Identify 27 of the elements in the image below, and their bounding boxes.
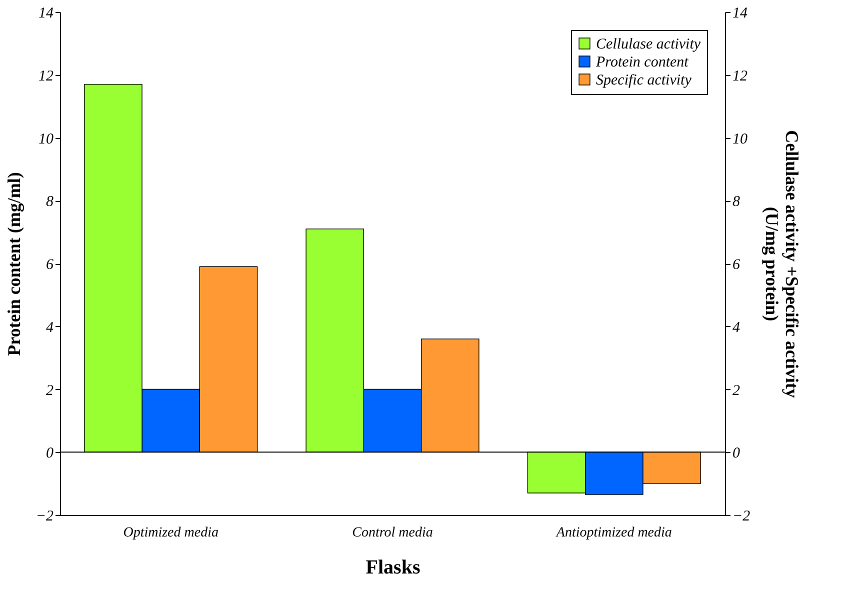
y-axis-title: Protein content (mg/ml) bbox=[4, 172, 24, 356]
legend-label: Protein content bbox=[595, 54, 690, 70]
y2-tick-label: 2 bbox=[732, 382, 740, 399]
legend-label: Cellulase activity bbox=[596, 36, 701, 52]
y-tick-label: 6 bbox=[46, 257, 54, 273]
y2-tick-label: 4 bbox=[732, 320, 740, 336]
y-tick-label: 4 bbox=[46, 320, 54, 336]
y-tick-label: 14 bbox=[38, 6, 54, 22]
y-tick-label: 12 bbox=[38, 68, 54, 84]
y-tick-label: 10 bbox=[38, 131, 54, 148]
y-tick-label: −2 bbox=[36, 508, 54, 524]
y2-tick-label: 6 bbox=[732, 257, 740, 273]
y-tick-label: 0 bbox=[46, 446, 54, 462]
y-tick-label: 2 bbox=[46, 382, 54, 399]
y-tick-label: 8 bbox=[46, 194, 54, 210]
y2-tick-label: 14 bbox=[732, 6, 748, 22]
x-tick-label: Optimized media bbox=[123, 526, 218, 540]
y2-axis-title: Cellulase activity +Specific activity (U/mg protein) bbox=[762, 130, 802, 398]
x-tick-label: Antioptimized media bbox=[555, 526, 672, 540]
x-tick-label: Control media bbox=[352, 526, 433, 540]
y2-tick-label: 0 bbox=[732, 446, 740, 462]
y2-tick-label: 12 bbox=[732, 68, 748, 84]
x-axis-title: Flasks bbox=[366, 556, 420, 578]
y2-tick-label: −2 bbox=[732, 508, 751, 524]
y2-tick-label: 10 bbox=[732, 131, 748, 148]
y2-tick-label: 8 bbox=[732, 194, 740, 210]
legend-label: Specific activity bbox=[596, 72, 692, 88]
